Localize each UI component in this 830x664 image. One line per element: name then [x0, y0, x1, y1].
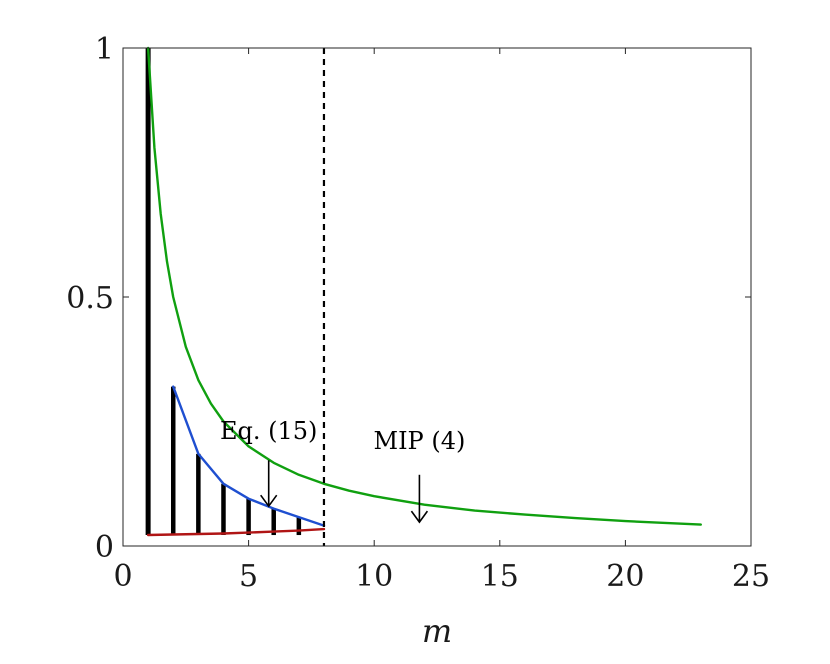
x-tick-label: 25: [732, 559, 770, 594]
annotations: Eq. (15) MIP (4): [220, 417, 466, 524]
y-tick-label: 0.5: [66, 281, 114, 316]
series-line: [146, 46, 702, 526]
y-tick-label: 1: [95, 32, 114, 67]
series-line: [146, 527, 326, 537]
y-tick-label: 0: [95, 530, 114, 565]
series-line: [171, 385, 326, 527]
x-axis-label: m: [422, 612, 452, 650]
axes-box: [122, 47, 752, 547]
axes: 0 5 10 15 20 25 0 0.5 1: [66, 32, 770, 594]
x-tick-label: 10: [355, 559, 393, 594]
plot-area: [145, 46, 702, 546]
x-tick-label: 15: [481, 559, 519, 594]
x-tick-label: 20: [606, 559, 644, 594]
annotation-arrowhead: [410, 510, 429, 524]
annotation-arrowhead: [260, 494, 278, 508]
annotation-label: Eq. (15): [220, 417, 317, 445]
annotation-label: MIP (4): [374, 427, 466, 455]
x-tick-label: 0: [113, 559, 132, 594]
x-tick-label: 5: [239, 559, 258, 594]
